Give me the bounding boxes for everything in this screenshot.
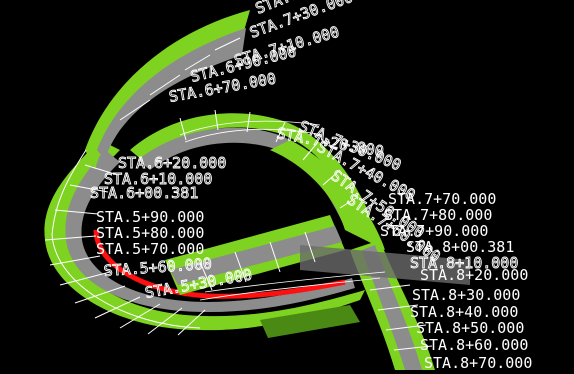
station-label: STA.8+60.000: [420, 336, 528, 354]
overlap-lane: [300, 245, 470, 285]
station-label: STA.8+00.381: [406, 238, 514, 256]
station-label: STA.8+40.000: [410, 303, 518, 321]
station-label: STA.6+10.000: [104, 170, 212, 188]
station-label: STA.8+30.000: [412, 286, 520, 304]
station-label: STA.7+80.000: [384, 206, 492, 224]
label-clutter: [179, 120, 386, 301]
loop-roadway: [44, 10, 470, 370]
station-label: STA.6+00.381: [90, 184, 198, 202]
station-label: STA.5+90.000: [96, 208, 204, 226]
connector-lane: [170, 226, 342, 285]
station-label: STA.5+80.000: [96, 224, 204, 242]
right-shoulder-band: [270, 140, 385, 250]
bottom-dark-patch: [260, 305, 360, 338]
top-ramp-lane: [97, 28, 246, 160]
station-label: STA.7+90.000: [380, 222, 488, 240]
station-gridlines: [44, 37, 433, 351]
station-label: STA.6+20.000: [118, 154, 226, 172]
red-edge-line: [93, 229, 346, 299]
station-label: STA.8+70.000: [424, 354, 532, 372]
station-label: STA.8+50.000: [416, 319, 524, 337]
station-label: STA.5+70.000: [96, 240, 204, 258]
station-label: STA.7+70.000: [388, 190, 496, 208]
station-label: STA.8+20.000: [420, 266, 528, 284]
station-label: STA.8+10.000: [410, 254, 518, 272]
inner-shoulder-band: [130, 113, 370, 222]
